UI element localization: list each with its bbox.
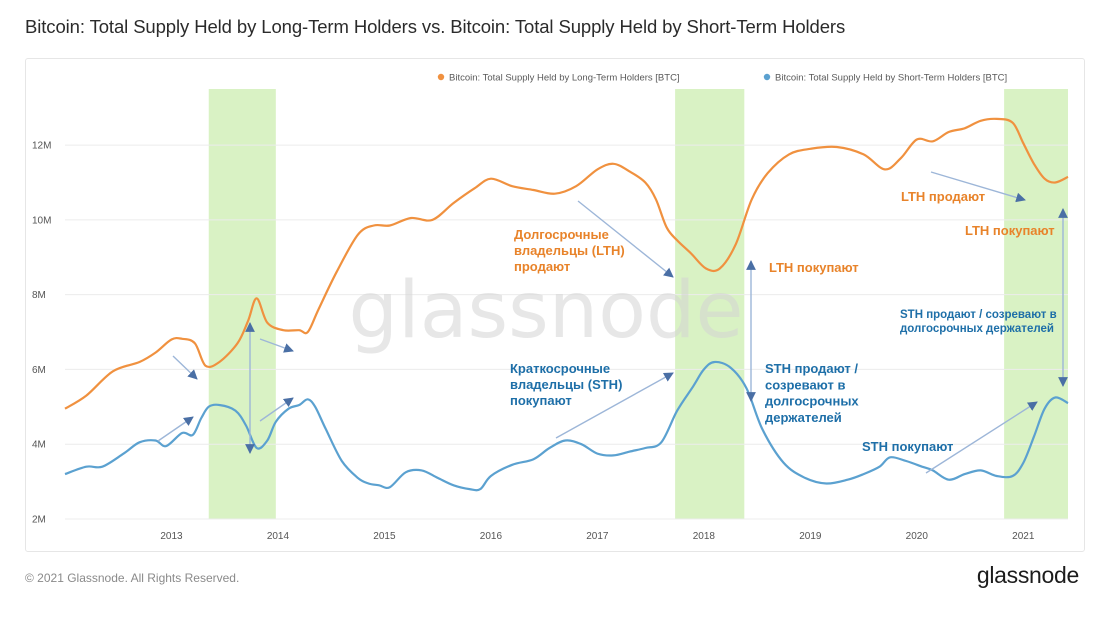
annotation-arrow-0	[172, 355, 198, 380]
x-tick-label-8: 2021	[1012, 531, 1035, 542]
x-tick-label-4: 2017	[586, 531, 609, 542]
y-tick-label-3: 8M	[32, 290, 46, 301]
annotation-2-line-0: LTH продают	[901, 189, 985, 204]
annotation-5-line-0: STH продают /	[765, 361, 858, 376]
annotation-4-line-1: владельцы (STH)	[510, 377, 622, 392]
annotation-arrow-4	[259, 397, 294, 422]
annotation-arrow-3	[259, 338, 294, 353]
annotation-5-line-2: долгосрочных	[765, 394, 859, 409]
annotation-arrow-6	[555, 372, 674, 439]
x-tick-label-5: 2018	[693, 531, 716, 542]
copyright-text: © 2021 Glassnode. All Rights Reserved.	[25, 571, 240, 585]
annotation-arrow-5	[577, 200, 674, 278]
annotation-5-line-3: держателей	[765, 410, 842, 425]
x-tick-label-1: 2014	[267, 531, 290, 542]
annotation-4-line-2: покупают	[510, 393, 572, 408]
sth-series-line	[64, 360, 1069, 492]
annotation-7: STH продают / созревают в долгосрочных де…	[900, 309, 1057, 335]
y-axis: 2M 4M 6M 8M 10M 12M	[32, 141, 51, 526]
x-tick-label-6: 2019	[799, 531, 822, 542]
x-tick-label-3: 2016	[480, 531, 503, 542]
page-title: Bitcoin: Total Supply Held by Long-Term …	[25, 16, 846, 37]
annotation-arrow-8	[930, 171, 1026, 203]
annotation-5: STH продают /созревают в долгосрочныхдерж…	[765, 361, 859, 425]
legend-label-1: Bitcoin: Total Supply Held by Short-Term…	[775, 73, 1007, 84]
x-tick-label-0: 2013	[160, 531, 183, 542]
watermark: glassnode	[349, 266, 744, 356]
grid-lines	[65, 144, 1068, 520]
annotation-2: LTH продают	[901, 189, 985, 204]
annotation-0-line-2: продают	[514, 259, 570, 274]
legend-marker-0	[437, 73, 445, 81]
annotation-0-line-0: Долгосрочные	[514, 227, 609, 242]
highlight-band-0	[208, 89, 276, 519]
annotation-6: STH покупают	[862, 439, 953, 454]
y-tick-label-5: 12M	[32, 141, 51, 152]
highlight-band-2	[1004, 89, 1068, 519]
annotation-7-line-1: долгосрочных держателей	[900, 323, 1054, 335]
annotation-arrow-1	[157, 416, 194, 442]
annotation-1-line-0: LTH покупают	[769, 260, 859, 275]
annotation-arrow-9	[925, 401, 1038, 474]
y-tick-label-0: 2M	[32, 515, 46, 526]
legend-label-0: Bitcoin: Total Supply Held by Long-Term …	[449, 73, 680, 84]
lth-series-line	[64, 117, 1069, 410]
annotation-6-line-0: STH покупают	[862, 439, 953, 454]
annotation-5-line-1: созревают в	[765, 377, 845, 392]
highlight-bands	[208, 89, 1068, 519]
annotation-3: LTH покупают	[965, 223, 1055, 238]
x-axis: 2013 2014 2015 2016 2017 2018 2019 2020 2021	[160, 531, 1034, 542]
y-tick-label-2: 6M	[32, 365, 46, 376]
legend: Bitcoin: Total Supply Held by Long-Term …	[437, 73, 1007, 84]
x-tick-label-2: 2015	[373, 531, 396, 542]
chart-frame: glassnode 2M 4M 6M 8M 10M 12M 2013 2014 2015 201…	[25, 58, 1085, 552]
annotation-1: LTH покупают	[769, 260, 859, 275]
annotation-0-line-1: владельцы (LTH)	[514, 243, 625, 258]
annotation-7-line-0: STH продают / созревают в	[900, 309, 1057, 321]
annotation-arrows	[157, 171, 1068, 474]
series-lines	[64, 117, 1069, 492]
annotation-3-line-0: LTH покупают	[965, 223, 1055, 238]
annotation-4-line-0: Краткосрочные	[510, 361, 610, 376]
y-tick-label-1: 4M	[32, 440, 46, 451]
legend-marker-1	[763, 73, 771, 81]
highlight-band-1	[675, 89, 745, 519]
glassnode-logo: glassnode	[976, 562, 1079, 588]
y-tick-label-4: 10M	[32, 215, 51, 226]
x-tick-label-7: 2020	[906, 531, 929, 542]
